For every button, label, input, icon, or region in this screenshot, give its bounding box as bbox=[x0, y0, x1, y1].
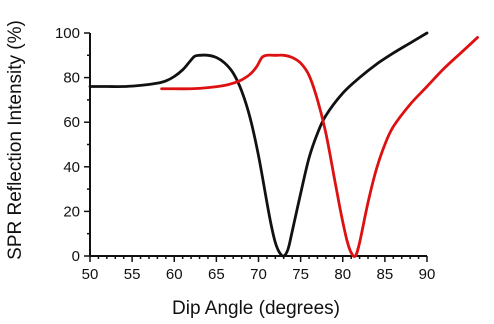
axes bbox=[89, 33, 427, 257]
y-tick-label: 80 bbox=[63, 70, 80, 87]
tick-marks bbox=[84, 32, 428, 262]
series-line-red bbox=[160, 36, 479, 258]
x-axis-title: Dip Angle (degrees) bbox=[172, 298, 340, 319]
series-line-black bbox=[88, 31, 429, 258]
x-tick-label: 55 bbox=[124, 266, 141, 283]
x-tick-label: 60 bbox=[166, 266, 183, 283]
x-tick-label: 90 bbox=[419, 266, 436, 283]
x-tick-label: 85 bbox=[377, 266, 394, 283]
y-tick-label: 100 bbox=[55, 25, 80, 42]
x-tick-label: 65 bbox=[208, 266, 225, 283]
tick-labels: 50 55 60 65 70 75 80 85 90 0 20 40 60 80 100 bbox=[55, 25, 435, 283]
y-tick-label: 60 bbox=[63, 114, 80, 131]
x-tick-label: 70 bbox=[250, 266, 267, 283]
x-tick-label: 75 bbox=[292, 266, 309, 283]
series-lines bbox=[88, 31, 479, 258]
y-axis-title: SPR Reflection Intensity (%) bbox=[5, 20, 26, 260]
x-tick-label: 50 bbox=[82, 266, 99, 283]
y-tick-label: 40 bbox=[63, 159, 80, 176]
y-tick-label: 0 bbox=[72, 248, 80, 265]
y-tick-label: 20 bbox=[63, 203, 80, 220]
x-tick-label: 80 bbox=[334, 266, 351, 283]
